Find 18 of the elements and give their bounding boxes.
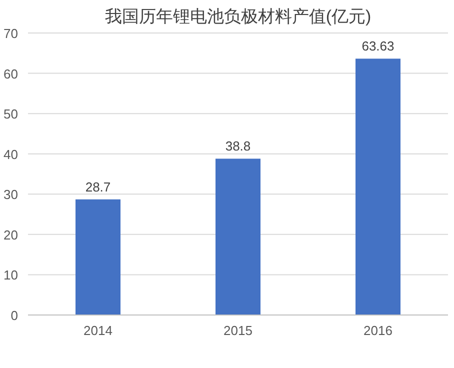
x-tick-label: 2016 (364, 323, 392, 338)
x-tick-label: 2015 (224, 323, 252, 338)
bar (216, 158, 260, 315)
y-tick-label: 30 (4, 187, 18, 202)
y-tick-label: 10 (4, 268, 18, 283)
y-tick-label: 70 (4, 26, 18, 41)
y-tick-label: 0 (10, 308, 18, 323)
data-label: 28.7 (85, 179, 111, 194)
y-tick-label: 50 (4, 106, 18, 122)
x-tick-label: 2014 (84, 323, 112, 338)
y-tick-label: 40 (4, 146, 18, 162)
data-label: 38.8 (225, 138, 251, 154)
y-tick-label: 20 (4, 227, 18, 242)
bar (356, 58, 400, 315)
chart-title: 我国历年锂电池负极材料产值(亿元) (104, 7, 372, 26)
y-tick-label: 60 (4, 66, 18, 82)
data-label: 63.63 (362, 38, 394, 54)
bar (76, 199, 120, 315)
